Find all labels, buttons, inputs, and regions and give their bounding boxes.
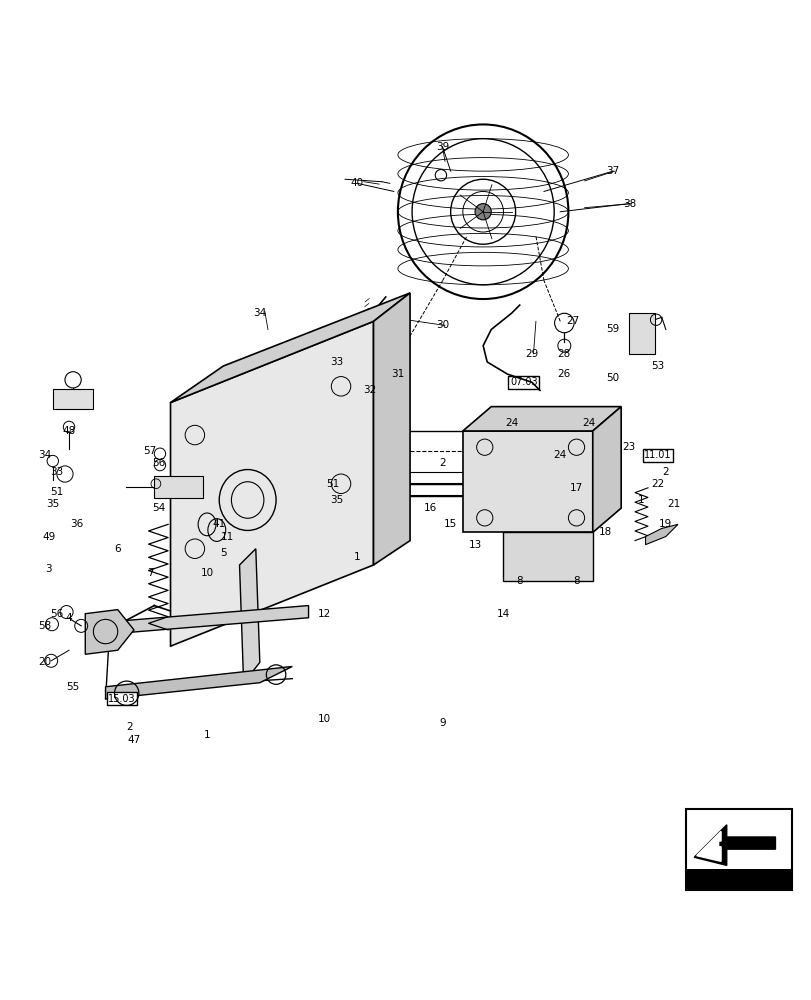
Bar bbox=[53, 389, 93, 409]
PathPatch shape bbox=[109, 606, 308, 634]
PathPatch shape bbox=[503, 532, 592, 581]
Text: 53: 53 bbox=[650, 361, 663, 371]
Text: 35: 35 bbox=[46, 499, 59, 509]
Text: 57: 57 bbox=[144, 446, 157, 456]
Text: 10: 10 bbox=[318, 714, 331, 724]
Text: 24: 24 bbox=[581, 418, 594, 428]
Text: 28: 28 bbox=[557, 349, 570, 359]
Text: 17: 17 bbox=[569, 483, 582, 493]
PathPatch shape bbox=[592, 407, 620, 532]
Text: 54: 54 bbox=[152, 503, 165, 513]
Bar bbox=[154, 476, 203, 498]
Text: 48: 48 bbox=[62, 426, 75, 436]
Text: 21: 21 bbox=[667, 499, 680, 509]
Text: 8: 8 bbox=[573, 576, 579, 586]
PathPatch shape bbox=[462, 407, 620, 431]
PathPatch shape bbox=[645, 524, 677, 545]
Text: 35: 35 bbox=[330, 495, 343, 505]
Text: 1: 1 bbox=[354, 552, 360, 562]
Text: 51: 51 bbox=[50, 487, 63, 497]
Text: 4: 4 bbox=[66, 613, 72, 623]
Text: 3: 3 bbox=[45, 564, 52, 574]
PathPatch shape bbox=[239, 549, 260, 683]
Text: 10: 10 bbox=[200, 568, 213, 578]
Text: 58: 58 bbox=[38, 621, 51, 631]
Text: 26: 26 bbox=[557, 369, 570, 379]
Bar bbox=[629, 313, 654, 354]
Text: 6: 6 bbox=[114, 544, 121, 554]
Bar bbox=[685, 869, 791, 890]
Text: 2: 2 bbox=[662, 467, 668, 477]
PathPatch shape bbox=[696, 831, 720, 861]
Text: 36: 36 bbox=[71, 519, 84, 529]
Circle shape bbox=[474, 204, 491, 220]
Text: 2: 2 bbox=[127, 722, 133, 732]
Text: 34: 34 bbox=[38, 450, 51, 460]
Text: 5: 5 bbox=[220, 548, 226, 558]
Text: 23: 23 bbox=[622, 442, 635, 452]
Text: 29: 29 bbox=[525, 349, 538, 359]
FancyBboxPatch shape bbox=[685, 809, 791, 890]
Text: 31: 31 bbox=[391, 369, 404, 379]
PathPatch shape bbox=[105, 666, 292, 699]
Text: 1: 1 bbox=[204, 730, 210, 740]
Text: 1: 1 bbox=[637, 495, 644, 505]
Text: 45: 45 bbox=[62, 389, 75, 399]
Text: 46: 46 bbox=[79, 402, 92, 412]
Text: 49: 49 bbox=[42, 532, 55, 542]
PathPatch shape bbox=[462, 431, 592, 532]
Text: 8: 8 bbox=[516, 576, 522, 586]
PathPatch shape bbox=[373, 293, 410, 565]
Text: 59: 59 bbox=[606, 324, 619, 334]
Text: 33: 33 bbox=[50, 467, 63, 477]
Text: 11.01: 11.01 bbox=[643, 450, 671, 460]
Text: 07.03: 07.03 bbox=[509, 377, 537, 387]
Text: 22: 22 bbox=[650, 479, 663, 489]
Text: 33: 33 bbox=[330, 357, 343, 367]
Text: 55: 55 bbox=[67, 682, 79, 692]
Text: 52: 52 bbox=[634, 333, 647, 343]
Text: 56: 56 bbox=[152, 458, 165, 468]
Text: 20: 20 bbox=[38, 657, 51, 667]
Text: 41: 41 bbox=[212, 519, 225, 529]
Text: 50: 50 bbox=[606, 373, 619, 383]
Text: 25: 25 bbox=[164, 479, 177, 489]
Text: 16: 16 bbox=[423, 503, 436, 513]
PathPatch shape bbox=[85, 610, 134, 654]
Text: 15: 15 bbox=[444, 519, 457, 529]
Text: 7: 7 bbox=[147, 568, 153, 578]
Text: 24: 24 bbox=[504, 418, 517, 428]
Text: 15.03: 15.03 bbox=[108, 694, 135, 704]
Text: 9: 9 bbox=[439, 718, 445, 728]
Text: 19: 19 bbox=[659, 519, 672, 529]
Text: 12: 12 bbox=[318, 609, 331, 619]
Text: 30: 30 bbox=[436, 320, 448, 330]
Text: 27: 27 bbox=[565, 316, 578, 326]
Text: 40: 40 bbox=[350, 178, 363, 188]
Text: 24: 24 bbox=[553, 450, 566, 460]
PathPatch shape bbox=[170, 293, 410, 403]
Text: 13: 13 bbox=[468, 540, 481, 550]
Text: 47: 47 bbox=[127, 735, 140, 745]
Text: 22: 22 bbox=[642, 345, 655, 355]
PathPatch shape bbox=[170, 321, 373, 646]
PathPatch shape bbox=[693, 825, 775, 865]
Text: 39: 39 bbox=[436, 142, 448, 152]
Text: 2: 2 bbox=[439, 458, 445, 468]
Text: 11: 11 bbox=[221, 532, 234, 542]
Text: 56: 56 bbox=[50, 609, 63, 619]
Text: 51: 51 bbox=[326, 479, 339, 489]
Text: 32: 32 bbox=[363, 385, 375, 395]
Text: 18: 18 bbox=[598, 527, 611, 537]
Text: 34: 34 bbox=[253, 308, 266, 318]
Text: 38: 38 bbox=[622, 199, 635, 209]
Text: 14: 14 bbox=[496, 609, 509, 619]
Text: 37: 37 bbox=[606, 166, 619, 176]
